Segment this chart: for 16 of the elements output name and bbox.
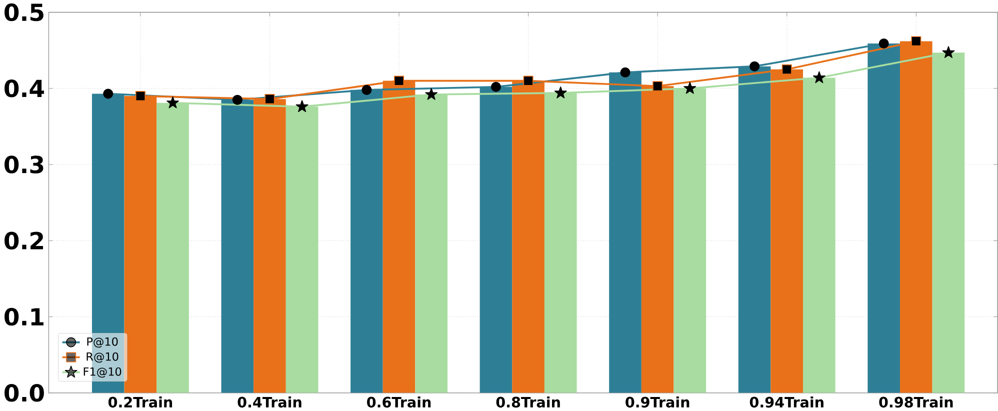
x-tick-label: 0.2Train <box>108 396 172 408</box>
x-tick-label: 0.98Train <box>879 396 953 408</box>
y-tick-label: 0.3 <box>4 156 44 174</box>
x-tick-label: 0.9Train <box>626 396 690 408</box>
x-tick-label: 0.4Train <box>238 396 302 408</box>
y-tick-label: 0.5 <box>4 3 44 22</box>
y-tick-label: 0.4 <box>4 80 44 98</box>
y-tick-label: 0.0 <box>4 384 44 402</box>
x-tick-label: 0.8Train <box>496 396 560 408</box>
y-tick-label: 0.2 <box>4 232 44 250</box>
legend-label: P@10 <box>87 337 118 348</box>
y-tick-label: 0.1 <box>4 308 44 326</box>
legend-label: R@10 <box>86 352 118 363</box>
x-tick-label: 0.6Train <box>367 396 431 408</box>
legend-label: F1@10 <box>84 367 122 378</box>
x-tick-label: 0.94Train <box>750 396 824 408</box>
